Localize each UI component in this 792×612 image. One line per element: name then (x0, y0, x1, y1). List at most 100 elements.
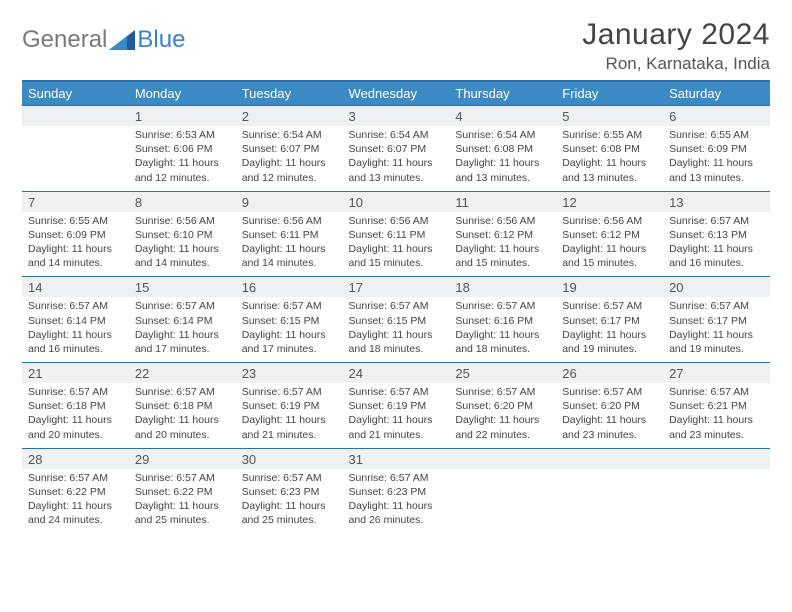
sunrise-text: Sunrise: 6:55 AM (28, 214, 123, 228)
sunset-text: Sunset: 6:09 PM (669, 142, 764, 156)
day-cell: Sunrise: 6:57 AMSunset: 6:15 PMDaylight:… (343, 297, 450, 362)
day-cell: Sunrise: 6:57 AMSunset: 6:14 PMDaylight:… (22, 297, 129, 362)
title-block: January 2024 Ron, Karnataka, India (582, 18, 770, 74)
day-number (556, 448, 663, 469)
day-cell: Sunrise: 6:57 AMSunset: 6:18 PMDaylight:… (22, 383, 129, 448)
day-number: 21 (22, 363, 129, 384)
sunset-text: Sunset: 6:22 PM (28, 485, 123, 499)
day-cell: Sunrise: 6:55 AMSunset: 6:08 PMDaylight:… (556, 126, 663, 191)
day-number: 30 (236, 448, 343, 469)
dl1-text: Daylight: 11 hours (242, 413, 337, 427)
sunset-text: Sunset: 6:12 PM (455, 228, 550, 242)
dl1-text: Daylight: 11 hours (28, 499, 123, 513)
dl2-text: and 12 minutes. (242, 171, 337, 185)
sunset-text: Sunset: 6:10 PM (135, 228, 230, 242)
sunrise-text: Sunrise: 6:57 AM (28, 299, 123, 313)
day-cell: Sunrise: 6:56 AMSunset: 6:11 PMDaylight:… (343, 212, 450, 277)
day-number: 22 (129, 363, 236, 384)
sunset-text: Sunset: 6:11 PM (242, 228, 337, 242)
day-number (449, 448, 556, 469)
day-cell (663, 469, 770, 534)
sunset-text: Sunset: 6:06 PM (135, 142, 230, 156)
dl1-text: Daylight: 11 hours (135, 413, 230, 427)
detail-row: Sunrise: 6:55 AMSunset: 6:09 PMDaylight:… (22, 212, 770, 277)
sunrise-text: Sunrise: 6:57 AM (28, 471, 123, 485)
sunrise-text: Sunrise: 6:57 AM (135, 471, 230, 485)
day-number: 18 (449, 277, 556, 298)
dl1-text: Daylight: 11 hours (455, 242, 550, 256)
day-number: 29 (129, 448, 236, 469)
dl2-text: and 16 minutes. (669, 256, 764, 270)
dl2-text: and 21 minutes. (349, 428, 444, 442)
dl2-text: and 25 minutes. (135, 513, 230, 527)
dl1-text: Daylight: 11 hours (562, 242, 657, 256)
sunset-text: Sunset: 6:08 PM (562, 142, 657, 156)
sunrise-text: Sunrise: 6:55 AM (562, 128, 657, 142)
detail-row: Sunrise: 6:57 AMSunset: 6:22 PMDaylight:… (22, 469, 770, 534)
header: General Blue January 2024 Ron, Karnataka… (22, 18, 770, 74)
day-cell: Sunrise: 6:57 AMSunset: 6:15 PMDaylight:… (236, 297, 343, 362)
dl1-text: Daylight: 11 hours (669, 413, 764, 427)
day-number (22, 106, 129, 127)
day-cell: Sunrise: 6:57 AMSunset: 6:20 PMDaylight:… (556, 383, 663, 448)
sunrise-text: Sunrise: 6:56 AM (455, 214, 550, 228)
sunrise-text: Sunrise: 6:57 AM (455, 385, 550, 399)
sunrise-text: Sunrise: 6:57 AM (349, 299, 444, 313)
dl2-text: and 14 minutes. (242, 256, 337, 270)
dl1-text: Daylight: 11 hours (135, 242, 230, 256)
dl1-text: Daylight: 11 hours (349, 156, 444, 170)
dl2-text: and 26 minutes. (349, 513, 444, 527)
dl2-text: and 18 minutes. (455, 342, 550, 356)
day-header: Sunday (22, 81, 129, 106)
sunrise-text: Sunrise: 6:57 AM (242, 471, 337, 485)
day-cell: Sunrise: 6:57 AMSunset: 6:22 PMDaylight:… (129, 469, 236, 534)
dl1-text: Daylight: 11 hours (242, 499, 337, 513)
dl1-text: Daylight: 11 hours (455, 413, 550, 427)
dl1-text: Daylight: 11 hours (135, 328, 230, 342)
sunset-text: Sunset: 6:16 PM (455, 314, 550, 328)
sunset-text: Sunset: 6:07 PM (242, 142, 337, 156)
dl1-text: Daylight: 11 hours (562, 156, 657, 170)
sunrise-text: Sunrise: 6:56 AM (562, 214, 657, 228)
day-cell: Sunrise: 6:57 AMSunset: 6:21 PMDaylight:… (663, 383, 770, 448)
sunrise-text: Sunrise: 6:57 AM (242, 385, 337, 399)
day-cell: Sunrise: 6:57 AMSunset: 6:16 PMDaylight:… (449, 297, 556, 362)
sunrise-text: Sunrise: 6:57 AM (562, 385, 657, 399)
dl1-text: Daylight: 11 hours (349, 413, 444, 427)
dl1-text: Daylight: 11 hours (349, 499, 444, 513)
daynum-row: 21222324252627 (22, 363, 770, 384)
sunset-text: Sunset: 6:07 PM (349, 142, 444, 156)
dl2-text: and 23 minutes. (562, 428, 657, 442)
detail-row: Sunrise: 6:57 AMSunset: 6:18 PMDaylight:… (22, 383, 770, 448)
dl2-text: and 15 minutes. (562, 256, 657, 270)
daynum-row: 123456 (22, 106, 770, 127)
day-header: Monday (129, 81, 236, 106)
day-number: 5 (556, 106, 663, 127)
sunset-text: Sunset: 6:11 PM (349, 228, 444, 242)
sunrise-text: Sunrise: 6:56 AM (242, 214, 337, 228)
day-cell: Sunrise: 6:56 AMSunset: 6:12 PMDaylight:… (449, 212, 556, 277)
sunset-text: Sunset: 6:14 PM (28, 314, 123, 328)
dl1-text: Daylight: 11 hours (349, 328, 444, 342)
dl1-text: Daylight: 11 hours (242, 328, 337, 342)
daynum-row: 14151617181920 (22, 277, 770, 298)
day-number: 16 (236, 277, 343, 298)
sunset-text: Sunset: 6:17 PM (669, 314, 764, 328)
day-header: Wednesday (343, 81, 450, 106)
day-cell: Sunrise: 6:57 AMSunset: 6:18 PMDaylight:… (129, 383, 236, 448)
dl2-text: and 13 minutes. (455, 171, 550, 185)
day-number: 31 (343, 448, 450, 469)
day-cell: Sunrise: 6:54 AMSunset: 6:07 PMDaylight:… (236, 126, 343, 191)
day-cell: Sunrise: 6:56 AMSunset: 6:10 PMDaylight:… (129, 212, 236, 277)
dl2-text: and 12 minutes. (135, 171, 230, 185)
sunset-text: Sunset: 6:12 PM (562, 228, 657, 242)
dl2-text: and 15 minutes. (455, 256, 550, 270)
day-cell: Sunrise: 6:57 AMSunset: 6:17 PMDaylight:… (663, 297, 770, 362)
dl2-text: and 13 minutes. (562, 171, 657, 185)
day-cell: Sunrise: 6:55 AMSunset: 6:09 PMDaylight:… (663, 126, 770, 191)
day-cell: Sunrise: 6:57 AMSunset: 6:23 PMDaylight:… (236, 469, 343, 534)
day-cell: Sunrise: 6:57 AMSunset: 6:19 PMDaylight:… (343, 383, 450, 448)
day-number: 1 (129, 106, 236, 127)
daynum-row: 28293031 (22, 448, 770, 469)
day-number: 4 (449, 106, 556, 127)
